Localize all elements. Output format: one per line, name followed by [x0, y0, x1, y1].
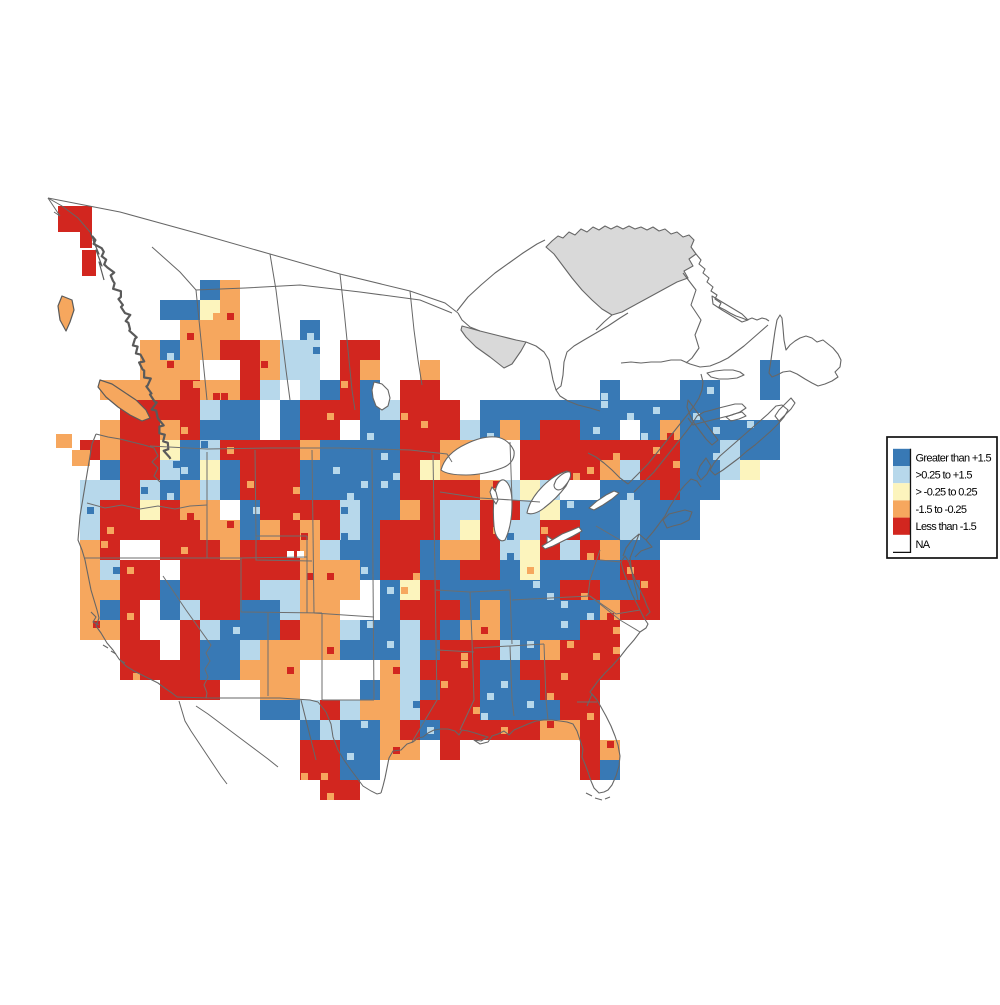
svg-text:Less than -1.5: Less than -1.5: [916, 521, 977, 533]
svg-text:NA: NA: [916, 539, 931, 551]
svg-text:>0.25 to +1.5: >0.25 to +1.5: [916, 470, 973, 482]
svg-text:Greater than +1.5: Greater than +1.5: [916, 452, 992, 464]
svg-text:-1.5 to -0.25: -1.5 to -0.25: [916, 504, 967, 516]
svg-text:> -0.25 to 0.25: > -0.25 to 0.25: [916, 487, 978, 499]
